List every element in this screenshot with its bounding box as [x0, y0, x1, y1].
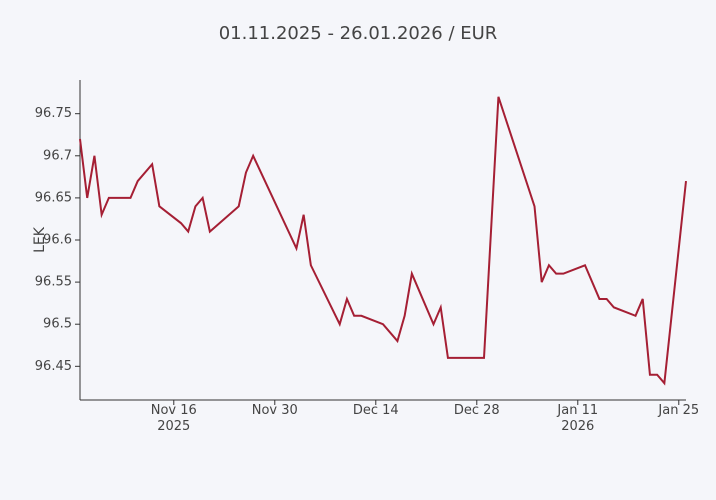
x-tick-label: Jan 11 2026 — [557, 403, 599, 434]
y-tick-label: 96.6 — [43, 233, 72, 248]
y-axis-label: LEK — [32, 226, 48, 253]
y-tick-label: 96.55 — [35, 275, 72, 290]
y-tick-label: 96.65 — [35, 190, 72, 205]
y-tick-label: 96.7 — [43, 148, 72, 163]
x-tick-label: Dec 28 — [453, 403, 500, 418]
x-tick-label: Jan 25 — [658, 403, 700, 418]
x-tick-label: Nov 16 2025 — [150, 403, 197, 434]
chart-title: 01.11.2025 - 26.01.2026 / EUR — [219, 23, 498, 44]
y-tick-label: 96.5 — [43, 317, 72, 332]
y-tick-label: 96.75 — [35, 106, 72, 121]
line — [79, 96, 687, 386]
y-tick-label: 96.45 — [35, 359, 72, 374]
x-tick-label: Dec 14 — [352, 403, 399, 418]
x-tick-label: Nov 30 — [251, 403, 298, 418]
